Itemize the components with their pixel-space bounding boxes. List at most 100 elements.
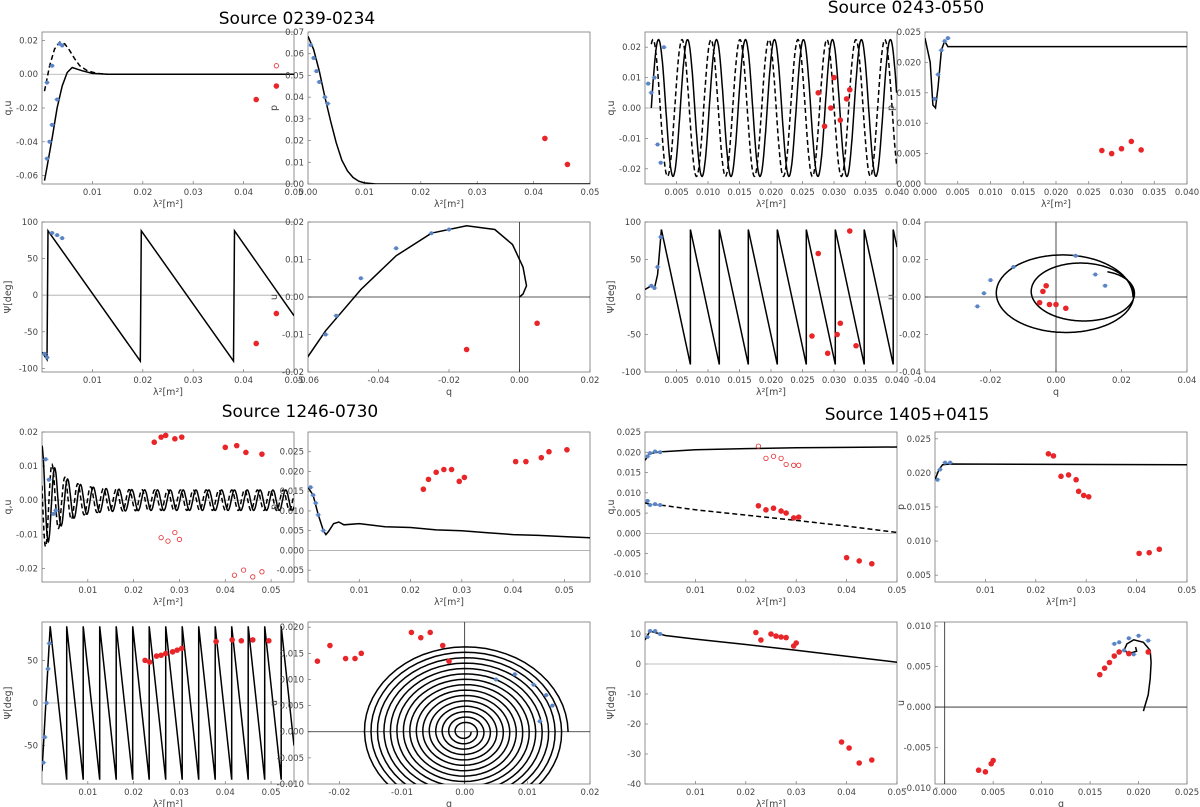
y-tick-label: 0.07 [285,28,304,38]
obs-point [988,278,993,283]
x-tick-label: 0.025 [790,376,814,386]
obs-point [658,632,663,636]
red-point [869,757,875,763]
y-tick-label: -0.02 [282,368,304,378]
x-tick-label: 0.01 [686,586,705,596]
x-tick-label: 0.04 [216,788,235,798]
obs-point [51,511,56,516]
y-tick-label: 0.025 [617,428,641,438]
x-tick-label: 0.020 [1044,188,1068,198]
y-tick-label: -0.005 [277,566,304,576]
red-point [1073,476,1079,483]
x-tick-label: 0.01 [686,788,705,798]
red-point [770,505,777,512]
obs-point [1136,633,1141,638]
obs-point [649,90,654,95]
y-tick-label: 0.010 [897,119,921,129]
obs-point [1122,648,1126,653]
obs-point [1126,636,1131,641]
x-axis-label: λ²[m²] [153,199,183,210]
red-point [763,507,769,513]
y-tick-label: 0.010 [907,622,931,632]
obs-point [658,160,663,165]
x-tick-label: 0.015 [1078,788,1102,798]
red-point [1063,305,1069,312]
panel-frame [41,431,295,583]
x-tick-label: 0.04 [1178,376,1197,386]
red-open-point [791,462,797,468]
obs-point [945,36,950,41]
x-tick-label: 0.01 [355,188,374,198]
y-tick-label: -0.02 [16,104,38,114]
obs-point [1131,652,1136,657]
red-point [448,466,455,473]
model-curve-spiral [363,646,569,784]
x-tick-label: 0.03 [170,586,189,596]
red-point [815,90,822,96]
red-point [446,658,452,664]
x-tick-label: 0.05 [888,788,907,798]
red-open-point [259,569,265,575]
y-tick-label: 0.01 [19,462,38,472]
obs-point [531,682,536,687]
red-point [418,634,424,641]
obs-point [948,460,953,465]
y-tick-label: 0.00 [622,104,641,114]
red-open-point [763,455,769,461]
red-point [441,466,447,473]
obs-point [975,304,980,309]
red-point [856,558,862,564]
obs-point [550,703,555,708]
y-tick-label: -0.01 [619,134,641,144]
x-axis-label: q [1058,799,1064,807]
red-open-point [172,529,178,536]
obs-point [311,56,316,61]
x-tick-label: 0.035 [853,188,877,198]
red-point [783,510,789,516]
y-axis-label: q,u [606,100,617,115]
panel-frame [934,431,1188,583]
x-tick-label: 0.040 [885,188,909,198]
obs-point [42,760,46,765]
y-tick-label: -30 [627,750,641,760]
y-tick-label: 0.01 [285,256,304,266]
red-point [778,634,784,640]
x-tick-label: 0.02 [1026,586,1045,596]
red-point [174,647,180,653]
red-open-point [250,574,256,580]
y-tick-label: -50 [627,331,641,341]
y-tick-label: -0.010 [614,570,641,580]
panel-10: 0.01 0.02 0.03 0.04 0.05 -50 0 50 λ²[m²] Ψ[deg] [3,621,295,807]
red-point [824,350,831,357]
red-point [1080,492,1087,499]
x-tick-label: 0.03 [468,188,487,198]
obs-point [658,450,663,455]
x-tick-label: 0.005 [946,188,970,198]
y-tick-label: -0.005 [277,754,304,764]
obs-point [494,677,498,682]
panel-4: 0.005 0.010 0.015 0.020 0.025 0.030 0.035 0.040… [606,31,909,210]
red-point [846,745,852,751]
obs-point [43,457,48,462]
x-tick-label: 0.05 [581,188,600,198]
red-point [815,250,822,257]
red-open-point [778,455,784,461]
obs-point [645,635,650,639]
y-tick-label: 0.03 [285,115,304,125]
model-curve-saw [660,229,897,365]
obs-point [649,283,654,288]
red-point [172,436,178,442]
red-open-point [165,538,171,544]
y-tick-label: -100 [19,364,38,374]
y-tick-label: 0.02 [19,36,38,46]
red-point [1118,145,1125,152]
x-tick-label: 0.03 [452,586,471,596]
red-point [162,432,169,439]
panel-3: -0.06 -0.04 -0.02 0.00 0.02 -0.02 -0.01 0.00 0.0… [269,218,599,398]
obs-point [1093,272,1098,277]
x-tick-label: 0.02 [133,188,152,198]
obs-point [939,48,944,53]
y-tick-label: 0.020 [280,623,304,633]
x-tick-label: 0.02 [124,788,143,798]
obs-point [981,291,986,296]
